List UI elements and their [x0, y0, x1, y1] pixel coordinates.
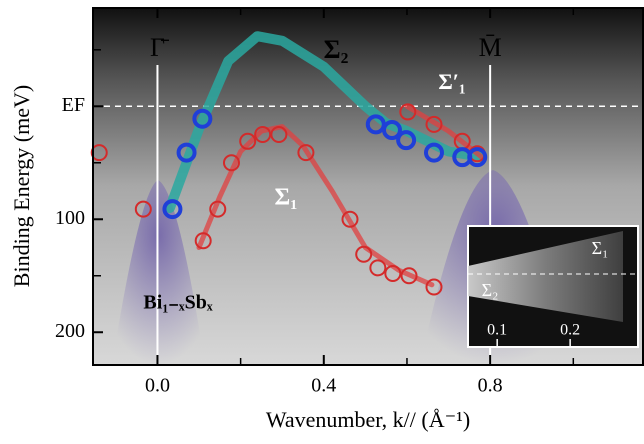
data-point [297, 144, 315, 162]
intensity-peak [112, 180, 205, 365]
inset-x-tick-label: 0.1 [487, 322, 507, 339]
symmetry-label: Γ̄ [150, 33, 169, 62]
data-point [222, 154, 240, 172]
y-tick-label: 200 [55, 320, 85, 342]
data-point [423, 142, 444, 163]
data-point [239, 132, 257, 150]
y-axis-label: Binding Energy (meV) [9, 85, 34, 287]
x-tick-label: 0.0 [145, 375, 170, 397]
data-point [90, 144, 108, 162]
inset-label: Σ₂ [482, 280, 499, 300]
annotation: Σ₂ [324, 35, 349, 64]
inset-label: Σ₁ [592, 238, 609, 258]
band-curve [164, 31, 487, 213]
annotation: Σ₁ [275, 185, 298, 211]
band-curve [196, 124, 435, 288]
data-point [425, 115, 443, 133]
data-point [355, 245, 373, 263]
data-point [209, 200, 227, 218]
x-axis-label: Wavenumber, k// (Å⁻¹) [266, 407, 470, 432]
symmetry-label: M̄ [479, 33, 502, 62]
inset: 0.1 0.2 Σ₁ Σ₂ [467, 225, 639, 348]
data-point [194, 232, 212, 250]
y-tick-label: 100 [55, 207, 85, 229]
data-point [162, 199, 183, 220]
x-tick-label: 0.8 [478, 375, 503, 397]
data-point [467, 147, 488, 168]
data-point [341, 210, 359, 228]
data-point [399, 103, 417, 121]
axes-frame [92, 7, 644, 366]
y-tick-label: EF [62, 94, 85, 116]
annotation: Bi₁₋ₓSbₓ [143, 292, 212, 314]
annotation: Σ′₁ [438, 69, 465, 94]
data-point [384, 264, 402, 282]
plot-area [90, 31, 644, 365]
data-point [400, 267, 418, 285]
data-point [369, 259, 387, 277]
inset-x-tick-label: 0.2 [560, 322, 580, 339]
data-point [176, 142, 197, 163]
data-point [381, 120, 402, 141]
x-tick-label: 0.4 [311, 375, 336, 397]
data-point [134, 200, 152, 218]
inset-spectrum [468, 231, 623, 322]
data-point [270, 126, 288, 144]
data-point [254, 126, 272, 144]
data-point [425, 278, 443, 296]
data-point [396, 130, 417, 151]
data-point [192, 108, 213, 129]
